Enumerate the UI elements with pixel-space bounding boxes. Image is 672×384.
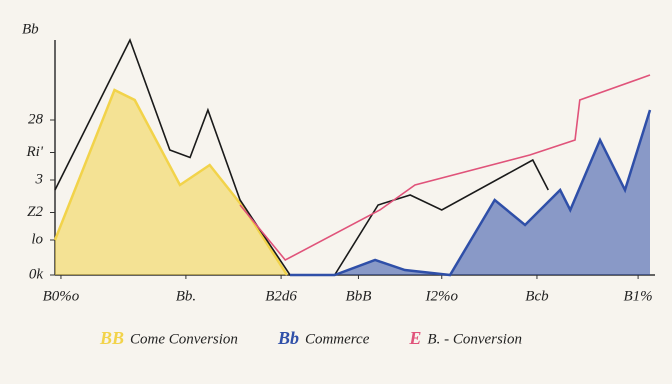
line	[53, 88, 289, 276]
legend-label: B. - Conversion	[427, 331, 522, 347]
x-tick-label: B2d6	[265, 288, 297, 304]
y-tick-label: 28	[28, 111, 44, 127]
legend-marker: E	[408, 328, 421, 348]
x-tick-label: I2%o	[425, 288, 459, 304]
x-tick-label: Bb.	[176, 288, 196, 304]
y-tick-label: lo	[31, 231, 43, 247]
y-tick-label: Ri'	[25, 144, 43, 160]
chart-title: Bb	[22, 21, 39, 37]
legend-marker: BB	[99, 328, 124, 348]
area	[55, 90, 288, 275]
x-tick-label: B0%o	[43, 288, 80, 304]
y-tick-label: 3	[35, 171, 44, 187]
line	[290, 109, 652, 277]
legend-label: Come Conversion	[130, 331, 238, 347]
x-tick-label: BbB	[346, 288, 372, 304]
area	[290, 110, 650, 275]
y-tick-label: 0k	[29, 266, 44, 282]
line	[239, 74, 651, 262]
legend-marker: Bb	[277, 328, 299, 348]
legend-label: Commerce	[305, 331, 370, 347]
x-tick-label: Bcb	[525, 288, 549, 304]
y-tick-label: Z2	[27, 204, 43, 220]
x-tick-label: B1%	[624, 288, 653, 304]
